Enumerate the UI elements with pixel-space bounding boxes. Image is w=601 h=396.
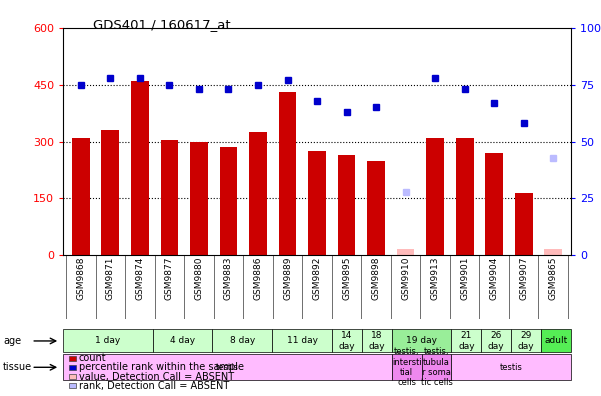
Text: 14
day: 14 day — [338, 331, 355, 350]
Text: 11 day: 11 day — [287, 337, 317, 345]
Text: GDS401 / 160617_at: GDS401 / 160617_at — [93, 18, 231, 31]
Bar — [486, 153, 503, 255]
Bar — [338, 155, 355, 255]
Text: 8 day: 8 day — [230, 337, 255, 345]
Bar — [72, 138, 90, 255]
Text: testis: testis — [500, 363, 523, 372]
Bar — [160, 140, 178, 255]
Text: age: age — [3, 336, 21, 346]
Text: 19 day: 19 day — [406, 337, 437, 345]
Bar — [102, 130, 119, 255]
Text: GSM9913: GSM9913 — [431, 257, 439, 300]
Text: GSM9907: GSM9907 — [519, 257, 528, 300]
Text: GSM9868: GSM9868 — [76, 257, 85, 300]
Text: testis,
intersti
tial
cells: testis, intersti tial cells — [392, 347, 421, 387]
Text: GSM9904: GSM9904 — [490, 257, 499, 300]
Text: testis: testis — [216, 363, 239, 372]
Text: GSM9898: GSM9898 — [371, 257, 380, 300]
Text: rank, Detection Call = ABSENT: rank, Detection Call = ABSENT — [79, 381, 229, 391]
Bar — [515, 193, 532, 255]
Bar — [367, 160, 385, 255]
Text: GSM9883: GSM9883 — [224, 257, 233, 300]
Text: GSM9886: GSM9886 — [254, 257, 263, 300]
Text: 29
day: 29 day — [518, 331, 534, 350]
Text: GSM9871: GSM9871 — [106, 257, 115, 300]
Bar — [219, 147, 237, 255]
Text: 18
day: 18 day — [368, 331, 385, 350]
Bar — [279, 92, 296, 255]
Bar — [426, 138, 444, 255]
Text: percentile rank within the sample: percentile rank within the sample — [79, 362, 244, 373]
Text: testis,
tubula
r soma
tic cells: testis, tubula r soma tic cells — [421, 347, 453, 387]
Text: GSM9901: GSM9901 — [460, 257, 469, 300]
Text: GSM9910: GSM9910 — [401, 257, 410, 300]
Text: GSM9895: GSM9895 — [342, 257, 351, 300]
Bar — [190, 141, 208, 255]
Bar — [397, 249, 415, 255]
Text: value, Detection Call = ABSENT: value, Detection Call = ABSENT — [79, 371, 234, 382]
Text: GSM9865: GSM9865 — [549, 257, 558, 300]
Text: 26
day: 26 day — [488, 331, 505, 350]
Text: count: count — [79, 353, 106, 364]
Text: GSM9889: GSM9889 — [283, 257, 292, 300]
Bar — [249, 132, 267, 255]
Text: 4 day: 4 day — [170, 337, 195, 345]
Text: GSM9877: GSM9877 — [165, 257, 174, 300]
Text: GSM9880: GSM9880 — [195, 257, 203, 300]
Text: GSM9892: GSM9892 — [313, 257, 322, 300]
Text: 21
day: 21 day — [458, 331, 475, 350]
Bar — [131, 81, 148, 255]
Text: GSM9874: GSM9874 — [135, 257, 144, 300]
Text: 1 day: 1 day — [96, 337, 121, 345]
Bar — [545, 249, 562, 255]
Bar — [308, 151, 326, 255]
Text: adult: adult — [545, 337, 567, 345]
Bar — [456, 138, 474, 255]
Text: tissue: tissue — [3, 362, 32, 372]
